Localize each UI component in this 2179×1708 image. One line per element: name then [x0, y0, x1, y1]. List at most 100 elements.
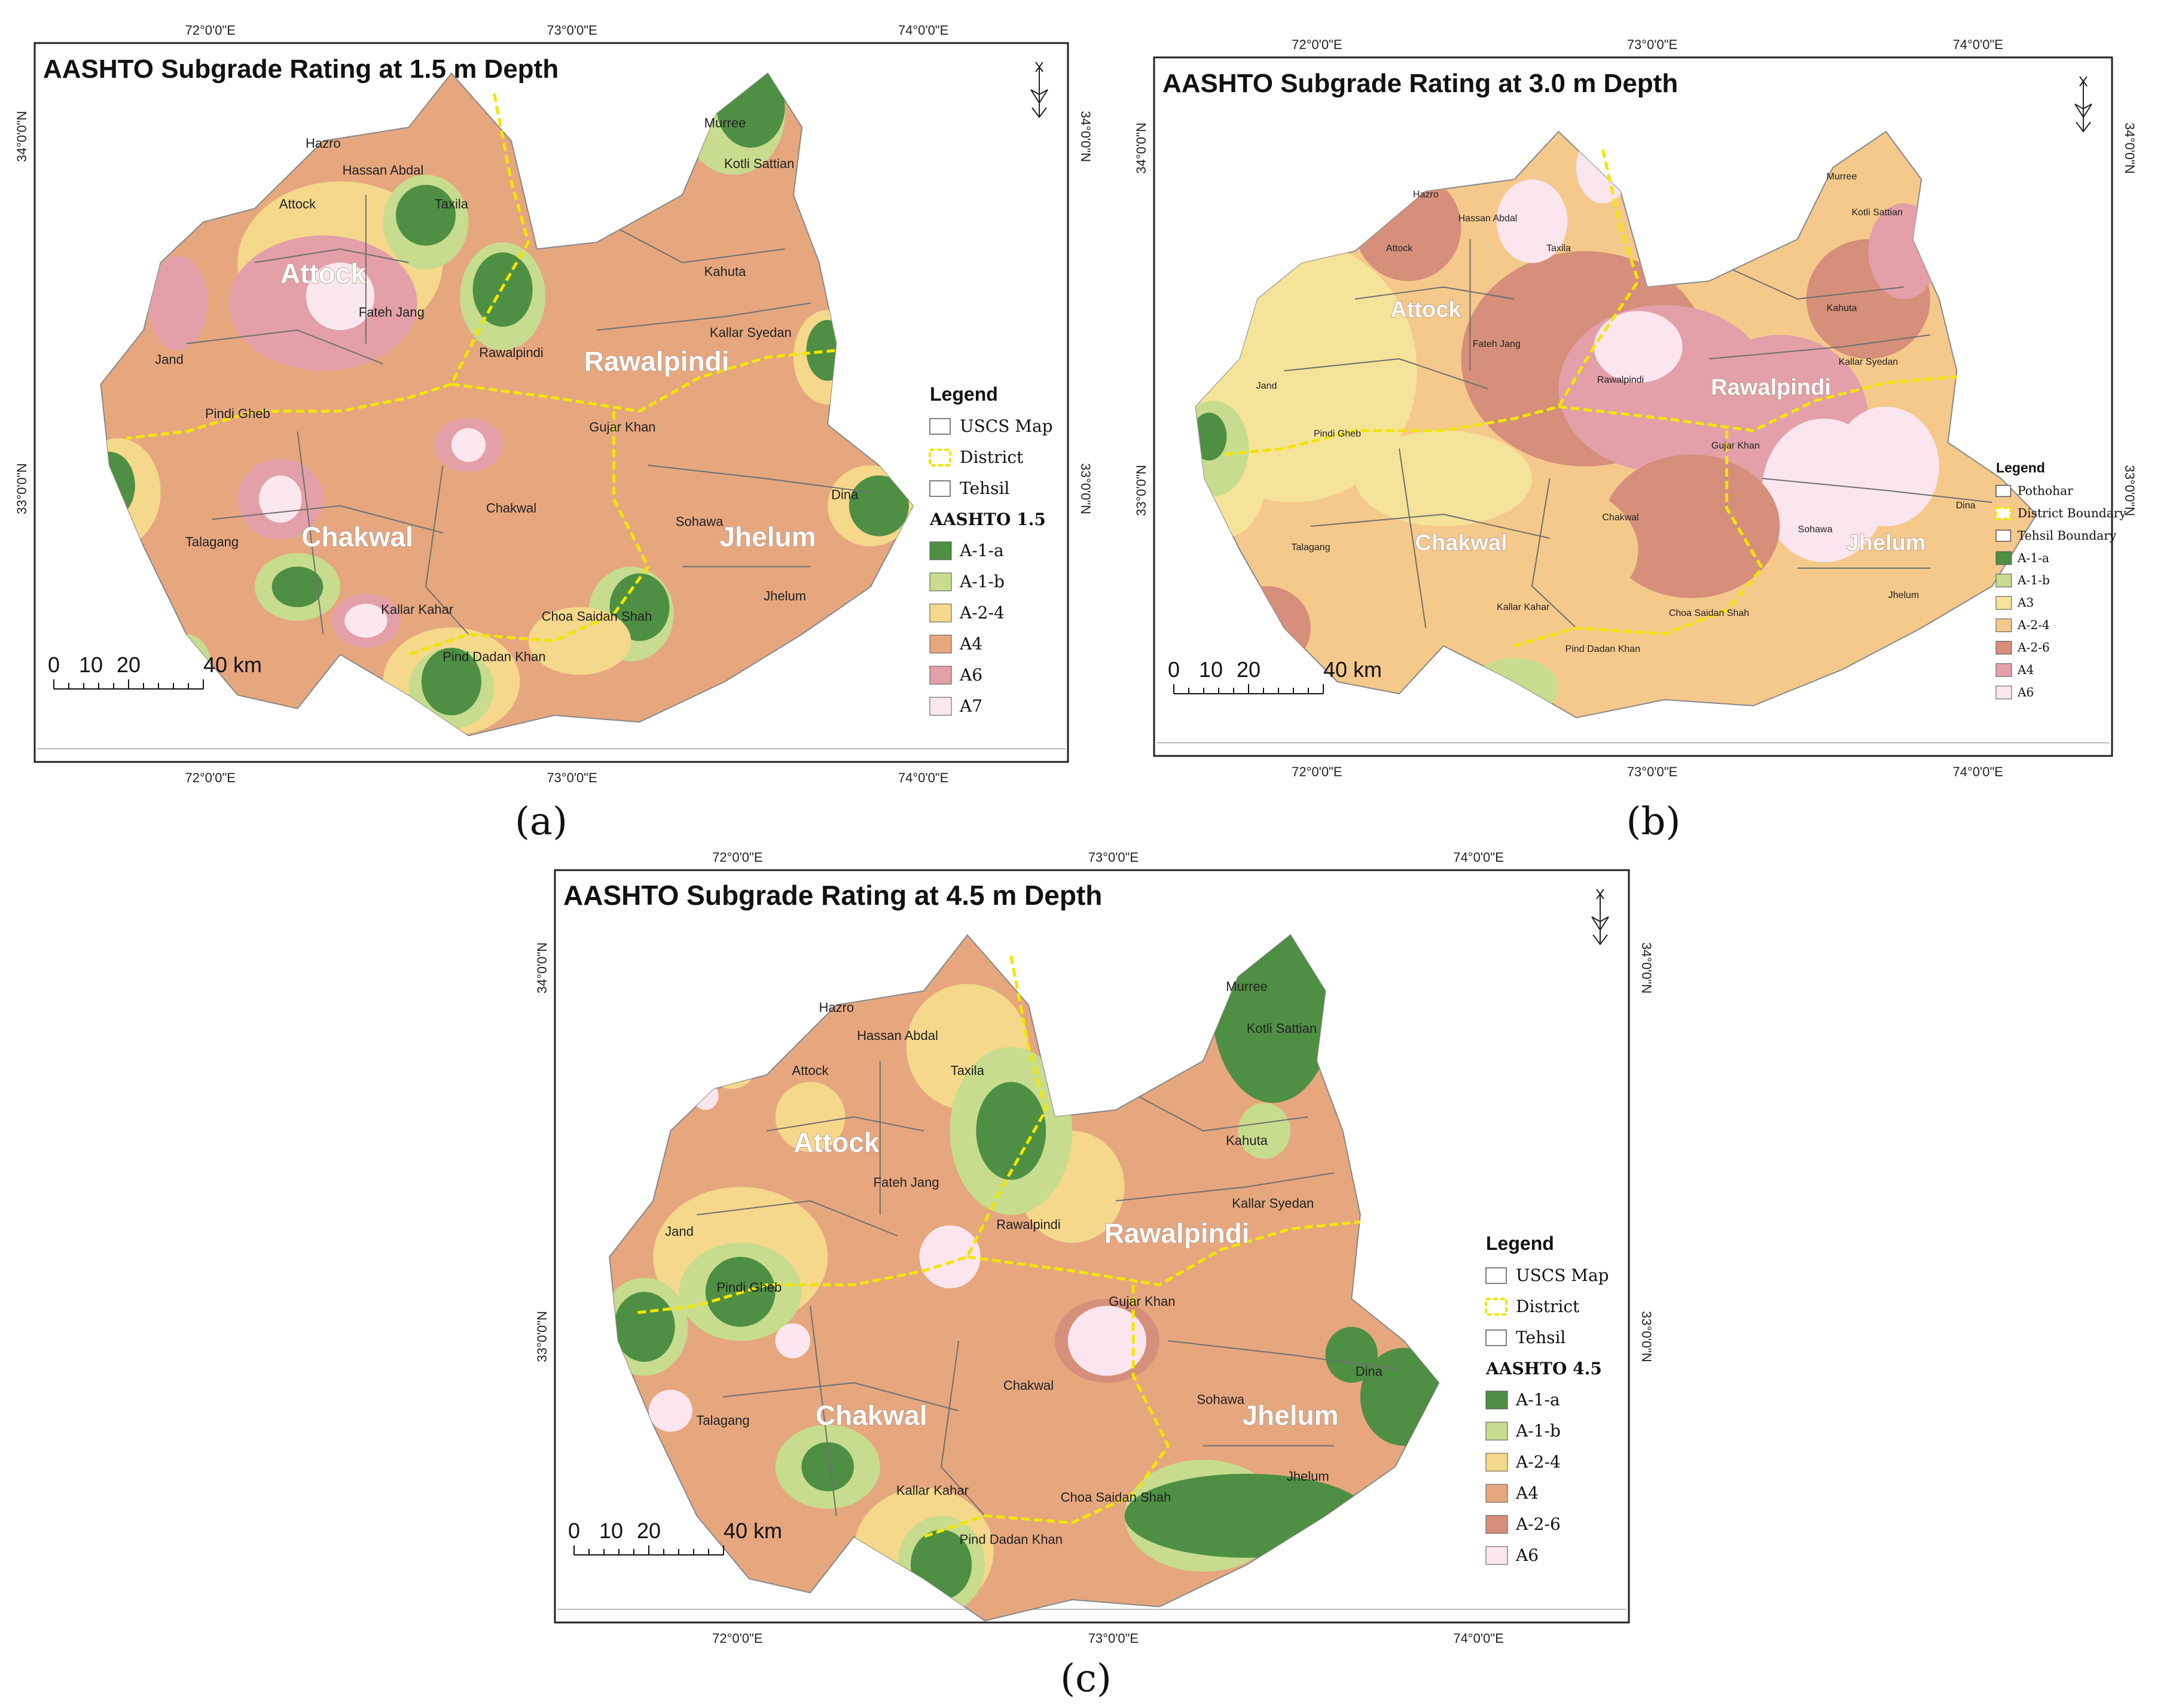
tehsil-boundary: [1168, 1340, 1396, 1370]
north-arrow-icon: [1591, 889, 1609, 946]
legend-swatch: [929, 635, 952, 654]
tehsil-boundary: [297, 431, 324, 635]
longitude-label-top: 74°0'0"E: [1953, 37, 2003, 52]
district-label: Rawalpindi: [1711, 375, 1831, 400]
tehsil-label: Hassan Abdal: [343, 163, 424, 178]
legend-class-label: A-2-6: [1515, 1514, 1561, 1534]
tehsil-boundary: [212, 505, 443, 533]
tehsil-boundary: [810, 1306, 837, 1516]
tehsil-label: Kahuta: [1827, 303, 1857, 313]
tehsil-label: Kallar Kahar: [381, 602, 453, 617]
legend-class-label: A-1-a: [2017, 551, 2049, 565]
tehsil-label: Hassan Abdal: [1458, 214, 1518, 224]
legend-swatch: [1995, 596, 2012, 610]
soil-zone-a6: [1067, 1306, 1147, 1376]
tehsil-label: Talagang: [1292, 542, 1330, 553]
tehsil-label: Chakwal: [486, 501, 536, 516]
map-panel-c: AASHTO Subgrade Rating at 4.5 m Depth 72°…: [535, 850, 1654, 1646]
legend-class-label: A6: [959, 665, 982, 685]
tehsil-boundary: [1531, 478, 1577, 629]
tehsil-label: Murree: [1226, 979, 1268, 994]
district-boundary: [1558, 375, 1957, 432]
legend-swatch: [929, 572, 952, 591]
latitude-label-left: 34°0'0"N: [1134, 123, 1149, 174]
legend-swatch: [929, 666, 952, 685]
north-arrow-icon: [1030, 62, 1048, 118]
longitude-label-bottom: 74°0'0"E: [1453, 1631, 1503, 1646]
map-title: AASHTO Subgrade Rating at 4.5 m Depth: [563, 880, 1102, 911]
panel-label: (b): [1626, 800, 1681, 844]
tehsil-label: Kotli Sattian: [1247, 1021, 1317, 1036]
scale-tick-label: 0: [568, 1518, 580, 1543]
district-boundary: [923, 1285, 1170, 1538]
legend-line-swatch: [1485, 1267, 1507, 1284]
legend-swatch: [1995, 618, 2012, 632]
latitude-label-right: 34°0'0"N: [1078, 111, 1093, 162]
soil-zone-a-1-a: [421, 648, 481, 716]
legend-swatch: [929, 541, 952, 560]
soil-zone-a-1-a: [849, 475, 909, 536]
soil-zone-a7: [306, 263, 375, 330]
tehsil-boundary: [722, 1382, 959, 1411]
legend-class-label: A-2-6: [2017, 640, 2050, 655]
legend-class-label: A-2-4: [959, 603, 1005, 623]
tehsil-label: Kallar Syedan: [710, 325, 792, 340]
tehsil-label: Pind Dadan Khan: [960, 1532, 1063, 1547]
tehsil-boundary: [254, 248, 409, 263]
legend-class-label: A6: [1515, 1545, 1539, 1565]
longitude-label-top: 72°0'0"E: [185, 23, 236, 38]
tehsil-boundary: [1399, 448, 1427, 629]
legend-title: Legend: [1996, 460, 2045, 475]
tehsil-label: Gujar Khan: [1711, 441, 1760, 451]
tehsil-label: Jand: [665, 1224, 694, 1239]
scale-tick-label: 40 km: [1323, 657, 1382, 682]
tehsil-label: Kotli Sattian: [1852, 208, 1903, 218]
district-boundary: [967, 1220, 1361, 1287]
legend-swatch: [1995, 663, 2012, 677]
scale-tick-label: 0: [48, 652, 60, 677]
soil-zone-a-1-b: [1238, 1103, 1290, 1159]
legend-class-label: A-2-4: [2017, 618, 2050, 632]
scale-tick-label: 10: [79, 652, 103, 677]
longitude-label-top: 73°0'0"E: [547, 23, 597, 38]
tehsil-label: Jand: [155, 352, 184, 367]
soil-zone-a6: [148, 255, 208, 350]
tehsil-label: Kotli Sattian: [724, 156, 794, 171]
district-boundary: [451, 349, 837, 413]
tehsil-label: Kallar Kahar: [896, 1483, 969, 1497]
tehsil-label: Gujar Khan: [589, 420, 655, 435]
legend-line-label: Tehsil: [1516, 1328, 1565, 1347]
scale-bar: 0 10 20 40 km: [48, 652, 262, 690]
district-label: Chakwal: [301, 521, 413, 553]
soil-class-zones: [609, 935, 1439, 1614]
map-legend: Legend USCS Map District Tehsil AASHTO 1.5 A-…: [929, 383, 1053, 716]
district-label: Chakwal: [1415, 530, 1507, 556]
soil-zone-a-2-4: [775, 1082, 846, 1152]
soil-zone-a-2-4: [1603, 598, 1815, 694]
legend-class-label: A4: [2017, 663, 2034, 677]
soil-zone-a6: [1594, 311, 1683, 383]
scale-tick-label: 20: [637, 1518, 661, 1543]
legend-swatch: [1995, 551, 2012, 565]
district-label: Rawalpindi: [584, 346, 730, 377]
legend-class-label: A-2-4: [1515, 1452, 1561, 1472]
tehsil-label: Jhelum: [1888, 590, 1919, 600]
panel-label: (c): [1060, 1657, 1112, 1701]
longitude-label-top: 74°0'0"E: [1453, 850, 1503, 865]
tehsil-label: Fateh Jang: [1473, 339, 1521, 349]
scale-tick-label: 40 km: [203, 652, 262, 677]
longitude-label-top: 73°0'0"E: [1088, 850, 1139, 865]
legend-class-label: A3: [2017, 596, 2034, 610]
soil-zone-a-1-a: [395, 185, 456, 246]
legend-class-label: A-1-b: [2017, 573, 2050, 587]
tehsil-label: Kallar Kahar: [1497, 602, 1550, 612]
map-panel-b: AASHTO Subgrade Rating at 3.0 m Depth 72°…: [1134, 37, 2137, 779]
latitude-label-left: 33°0'0"N: [14, 463, 29, 514]
soil-zone-a-1-a: [801, 1442, 854, 1492]
map-title: AASHTO Subgrade Rating at 3.0 m Depth: [1162, 69, 1678, 98]
longitude-label-bottom: 73°0'0"E: [1088, 1631, 1139, 1646]
legend-class-label: A4: [1515, 1483, 1539, 1503]
legend-class-label: A6: [2017, 685, 2034, 699]
tehsil-boundary: [1115, 1172, 1335, 1201]
